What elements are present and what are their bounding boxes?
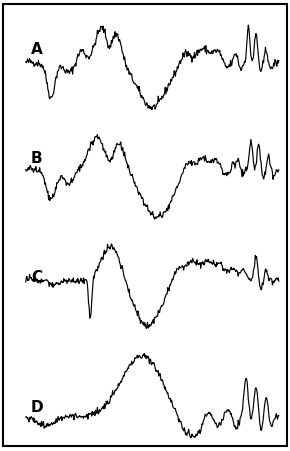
Text: D: D [31, 399, 44, 414]
Text: C: C [31, 270, 42, 285]
Text: A: A [31, 41, 43, 56]
Text: B: B [31, 151, 43, 166]
